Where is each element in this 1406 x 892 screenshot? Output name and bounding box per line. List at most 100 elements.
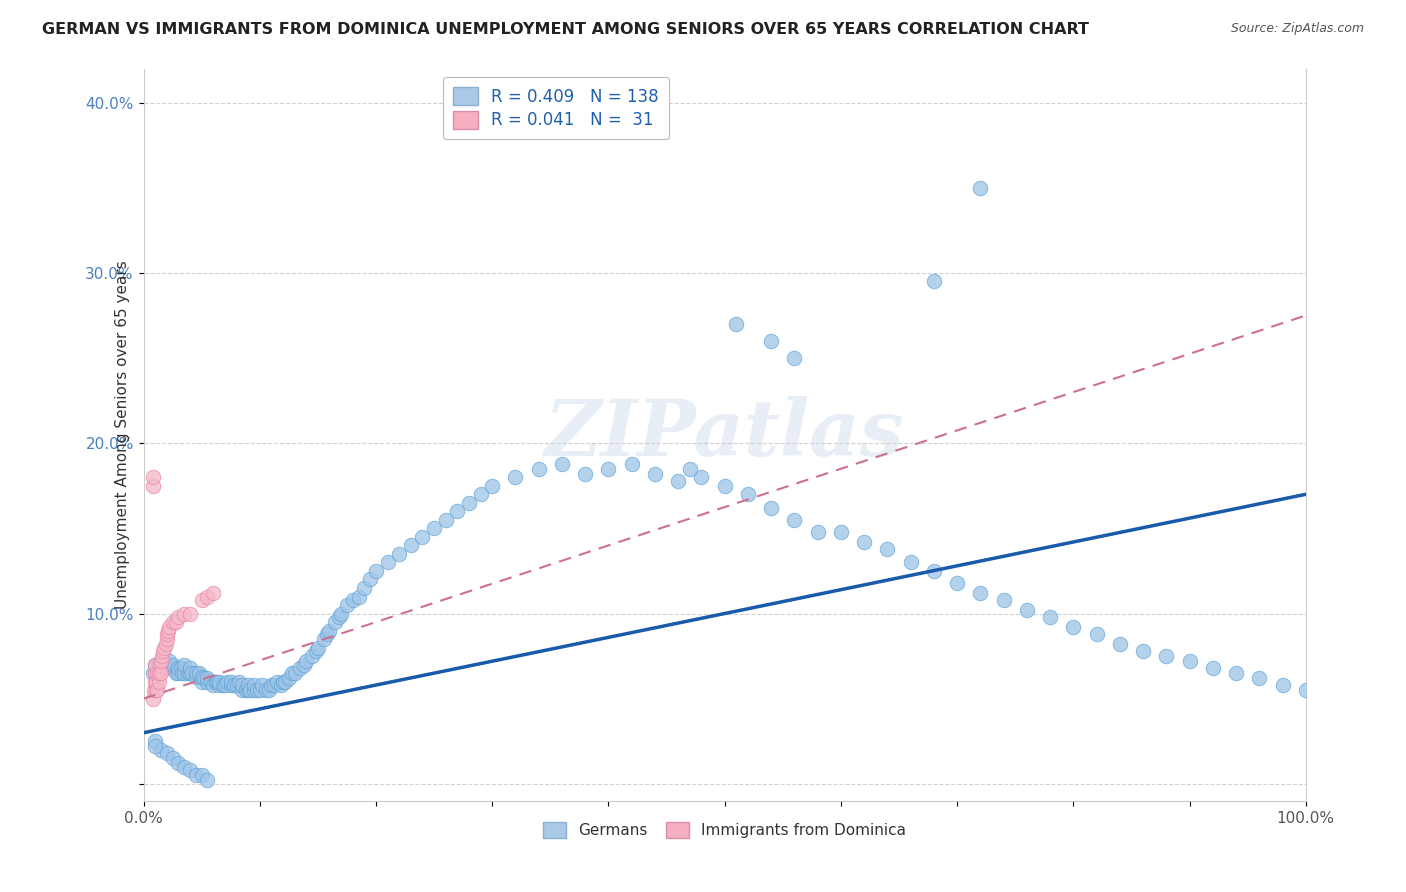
Point bbox=[1132, 644, 1154, 658]
Point bbox=[153, 640, 176, 655]
Point bbox=[922, 274, 945, 288]
Point bbox=[737, 487, 759, 501]
Point bbox=[969, 180, 991, 194]
Point bbox=[167, 661, 190, 675]
Point bbox=[807, 524, 830, 539]
Text: GERMAN VS IMMIGRANTS FROM DOMINICA UNEMPLOYMENT AMONG SENIORS OVER 65 YEARS CORR: GERMAN VS IMMIGRANTS FROM DOMINICA UNEMP… bbox=[42, 22, 1090, 37]
Point bbox=[208, 674, 231, 689]
Point bbox=[190, 768, 212, 782]
Point bbox=[271, 674, 294, 689]
Point bbox=[224, 678, 246, 692]
Point bbox=[328, 610, 350, 624]
Point bbox=[219, 678, 242, 692]
Point bbox=[316, 627, 339, 641]
Point bbox=[250, 678, 273, 692]
Point bbox=[190, 674, 212, 689]
Point bbox=[551, 457, 574, 471]
Point bbox=[644, 467, 666, 481]
Point bbox=[458, 496, 481, 510]
Point bbox=[145, 683, 167, 698]
Point bbox=[318, 624, 340, 638]
Point bbox=[143, 674, 166, 689]
Point bbox=[330, 607, 353, 621]
Point bbox=[142, 691, 165, 706]
Point bbox=[202, 586, 225, 600]
Point bbox=[149, 666, 172, 681]
Point bbox=[149, 743, 172, 757]
Point bbox=[156, 632, 179, 646]
Point bbox=[197, 773, 219, 788]
Point bbox=[783, 351, 806, 365]
Point bbox=[364, 564, 387, 578]
Point bbox=[1178, 654, 1201, 668]
Point bbox=[225, 678, 247, 692]
Point bbox=[165, 666, 187, 681]
Point bbox=[202, 678, 225, 692]
Point bbox=[214, 678, 236, 692]
Point bbox=[295, 654, 318, 668]
Point bbox=[190, 669, 212, 683]
Point bbox=[142, 666, 165, 681]
Point bbox=[690, 470, 713, 484]
Point bbox=[1225, 666, 1247, 681]
Point bbox=[307, 640, 329, 655]
Point bbox=[1085, 627, 1108, 641]
Point bbox=[217, 674, 239, 689]
Point bbox=[179, 607, 201, 621]
Point bbox=[143, 683, 166, 698]
Point bbox=[153, 661, 176, 675]
Point bbox=[284, 666, 307, 681]
Point bbox=[946, 575, 969, 590]
Text: ZIPatlas: ZIPatlas bbox=[546, 396, 904, 473]
Point bbox=[165, 615, 187, 629]
Point bbox=[1015, 603, 1038, 617]
Point bbox=[143, 657, 166, 672]
Point bbox=[304, 644, 326, 658]
Point bbox=[574, 467, 596, 481]
Point bbox=[1108, 637, 1130, 651]
Point bbox=[323, 615, 346, 629]
Point bbox=[184, 768, 207, 782]
Point bbox=[876, 541, 898, 556]
Point bbox=[188, 666, 211, 681]
Point bbox=[274, 674, 297, 689]
Point bbox=[211, 678, 233, 692]
Point bbox=[231, 678, 253, 692]
Point bbox=[176, 666, 198, 681]
Point bbox=[969, 586, 991, 600]
Point bbox=[277, 671, 299, 685]
Point bbox=[148, 666, 170, 681]
Point bbox=[292, 657, 315, 672]
Point bbox=[156, 746, 179, 760]
Point bbox=[759, 334, 782, 348]
Point bbox=[149, 657, 172, 672]
Point bbox=[266, 674, 288, 689]
Point bbox=[235, 683, 257, 698]
Point bbox=[336, 598, 359, 612]
Point bbox=[246, 683, 269, 698]
Point bbox=[146, 657, 169, 672]
Point bbox=[145, 674, 167, 689]
Point bbox=[179, 666, 201, 681]
Point bbox=[236, 683, 259, 698]
Point bbox=[830, 524, 852, 539]
Point bbox=[148, 674, 170, 689]
Point bbox=[173, 666, 195, 681]
Point bbox=[713, 479, 735, 493]
Legend: Germans, Immigrants from Dominica: Germans, Immigrants from Dominica bbox=[537, 816, 912, 845]
Point bbox=[173, 657, 195, 672]
Point bbox=[197, 674, 219, 689]
Point bbox=[231, 683, 253, 698]
Point bbox=[167, 756, 190, 771]
Point bbox=[527, 462, 550, 476]
Point bbox=[167, 666, 190, 681]
Point bbox=[170, 666, 193, 681]
Point bbox=[853, 535, 876, 549]
Point bbox=[157, 654, 180, 668]
Point bbox=[342, 593, 364, 607]
Point bbox=[146, 666, 169, 681]
Point bbox=[152, 644, 174, 658]
Point bbox=[162, 657, 184, 672]
Point bbox=[204, 674, 226, 689]
Point bbox=[179, 661, 201, 675]
